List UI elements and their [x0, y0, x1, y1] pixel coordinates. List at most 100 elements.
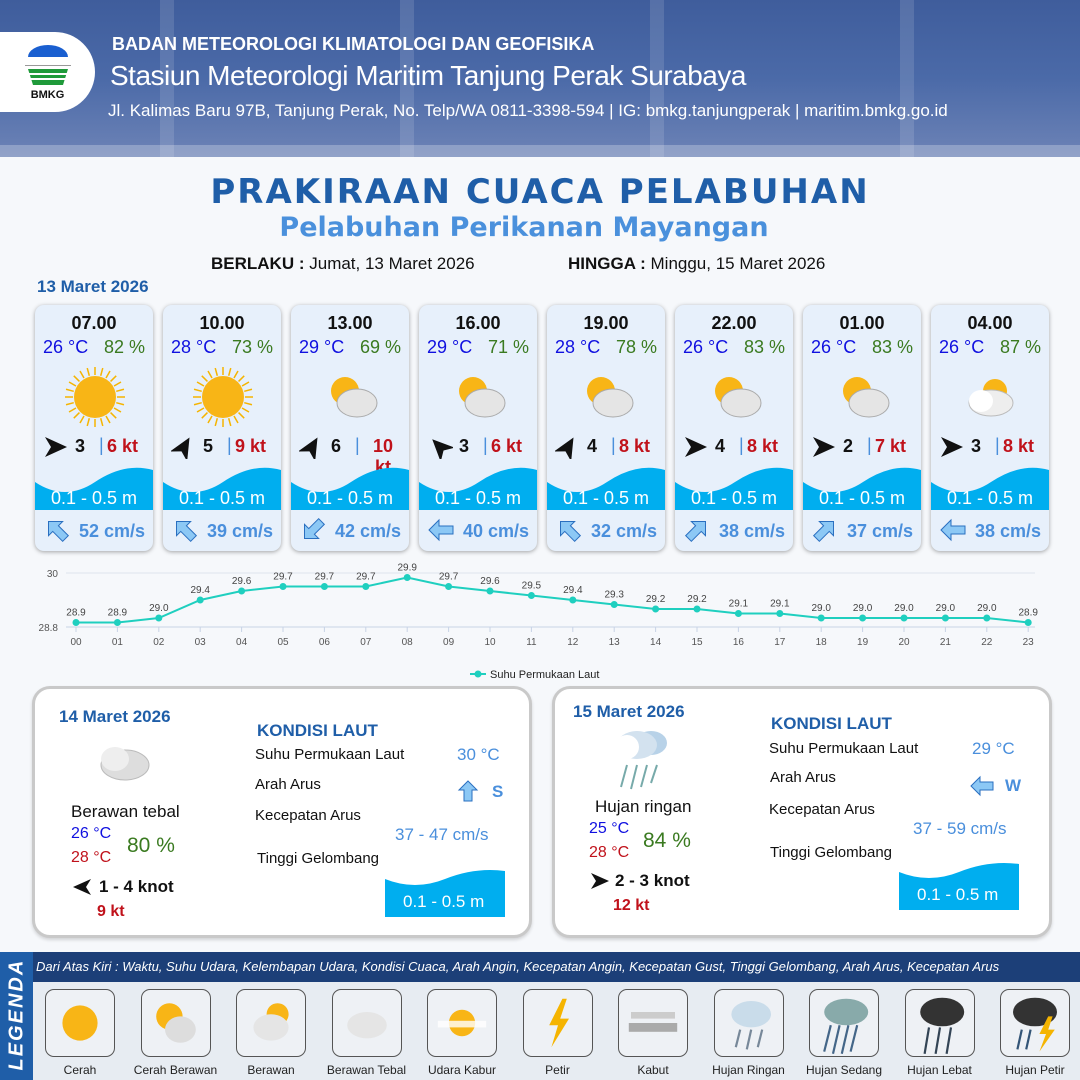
- wind-direction-icon: [813, 437, 835, 457]
- current-info: 38 cm/s: [681, 517, 787, 543]
- current-speed: 37 cm/s: [847, 521, 914, 541]
- valid-to-label: HINGGA :: [568, 254, 646, 273]
- current-arrow-icon: [970, 775, 994, 797]
- air-temp: 29 °C: [427, 337, 473, 357]
- sst-value: 30 °C: [457, 745, 500, 764]
- current-direction-icon: [304, 517, 326, 539]
- data-label: 28.9: [108, 608, 128, 619]
- legend-label: Udara Kabur: [427, 1063, 497, 1077]
- legend-label: Berawan Tebal: [326, 1063, 407, 1077]
- legend-marker: [474, 670, 482, 678]
- wind-direction-icon: [432, 439, 453, 459]
- sst-label: Suhu Permukaan Laut: [255, 746, 405, 763]
- wave-height: 0.1 - 0.5 m: [403, 892, 485, 911]
- wind-speed: 1 - 4 knot: [99, 877, 174, 896]
- legend-side: LEGENDA: [0, 952, 33, 1080]
- x-tick-label: 09: [443, 637, 455, 648]
- x-tick-label: 12: [567, 637, 579, 648]
- divider: |: [611, 435, 616, 455]
- wind-gust: 7 kt: [875, 436, 907, 456]
- air-temp: 26 °C: [939, 337, 985, 357]
- divider: |: [995, 435, 1000, 455]
- forecast-time: 19.00: [583, 313, 629, 333]
- x-tick-label: 17: [774, 637, 786, 648]
- day1-date: 13 Maret 2026: [37, 277, 149, 296]
- legend-label: Hujan Sedang: [805, 1063, 883, 1077]
- legend-title: LEGENDA: [5, 958, 28, 1071]
- x-tick-label: 18: [816, 637, 828, 648]
- x-tick-label: 06: [319, 637, 331, 648]
- data-point: [610, 601, 618, 608]
- wind-gust: 6 kt: [491, 436, 523, 456]
- weather-icon: [331, 377, 378, 418]
- wind-speed: 2 - 3 knot: [615, 871, 690, 890]
- wave-icon: [163, 467, 281, 510]
- legend-caption: Dari Atas Kiri : Waktu, Suhu Udara, Kele…: [36, 959, 1000, 974]
- data-point: [859, 614, 867, 622]
- humidity: 83 %: [871, 337, 913, 357]
- station-contact: Jl. Kalimas Baru 97B, Tanjung Perak, No.…: [108, 101, 948, 120]
- data-point: [279, 583, 287, 590]
- x-tick-label: 00: [70, 637, 82, 648]
- x-tick-label: 02: [153, 637, 165, 648]
- data-point: [486, 587, 494, 595]
- wind-speed: 5: [203, 436, 214, 456]
- wave-icon: [803, 467, 921, 510]
- wind-gust: 9 kt: [97, 903, 125, 920]
- wave-height: 0.1 - 0.5 m: [178, 488, 266, 508]
- legend-icon-berawan: [236, 989, 306, 1057]
- weather-condition: Berawan tebal: [71, 802, 180, 821]
- forecast-time: 07.00: [71, 313, 117, 333]
- wind-speed: 4: [587, 436, 598, 456]
- legend-label: Kabut: [637, 1063, 669, 1077]
- divider: |: [867, 435, 872, 455]
- x-tick-label: 07: [360, 637, 372, 648]
- wave-icon: [931, 467, 1049, 510]
- humidity: 84 %: [643, 829, 691, 852]
- valid-to: HINGGA : Minggu, 15 Maret 2026: [568, 254, 825, 274]
- data-label: 29.1: [729, 599, 749, 610]
- x-tick-label: 23: [1023, 637, 1035, 648]
- wind-speed: 3: [971, 436, 982, 456]
- humidity: 80 %: [127, 834, 175, 857]
- day-date: 14 Maret 2026: [59, 707, 171, 726]
- weather-icon: [587, 377, 634, 418]
- x-tick-label: 13: [609, 637, 621, 648]
- light-rain-icon: [615, 731, 667, 790]
- weather-icon: [968, 379, 1014, 417]
- current-speed-label: Kecepatan Arus: [255, 807, 361, 824]
- data-point: [776, 610, 784, 617]
- sst-label: Suhu Permukaan Laut: [769, 740, 919, 757]
- forecast-time: 01.00: [839, 313, 885, 333]
- current-info: 39 cm/s: [169, 517, 275, 543]
- legend: LEGENDA Dari Atas Kiri : Waktu, Suhu Uda…: [0, 952, 1080, 1080]
- forecast-card: 13.00 29 °C 69 % 6 | 10 kt 0.1 - 0.5 m 4…: [291, 305, 409, 551]
- weather-condition: Hujan ringan: [595, 797, 692, 816]
- wave-icon: [675, 467, 793, 510]
- forecast-card: 10.00 28 °C 73 % 5 | 9 kt 0.1 - 0.5 m 39…: [163, 305, 281, 551]
- current-direction-icon: [812, 521, 834, 543]
- station-name: Stasiun Meteorologi Maritim Tanjung Pera…: [110, 60, 746, 91]
- current-dir-label: Arah Arus: [770, 769, 836, 786]
- wind-direction-icon: [941, 437, 963, 457]
- divider: |: [739, 435, 744, 455]
- sst-line: [76, 576, 1029, 624]
- current-info: 38 cm/s: [937, 517, 1043, 543]
- legend-label: Berawan: [247, 1063, 295, 1077]
- current-info: 37 cm/s: [809, 517, 915, 543]
- current-info: 32 cm/s: [553, 517, 659, 543]
- wave-icon: [385, 870, 505, 917]
- humidity: 73 %: [231, 337, 273, 357]
- data-point: [72, 619, 80, 626]
- wave-icon: [547, 467, 665, 510]
- divider: |: [483, 435, 488, 455]
- x-tick-label: 03: [195, 637, 207, 648]
- valid-from-label: BERLAKU :: [211, 254, 305, 273]
- data-label: 29.7: [356, 572, 376, 583]
- data-label: 29.0: [894, 603, 914, 614]
- wave-height: 0.1 - 0.5 m: [434, 488, 522, 508]
- current-speed: 37 - 47 cm/s: [395, 825, 489, 844]
- day-panel-15: 15 Maret 2026 Hujan ringan 25 °C 28 °C 8…: [552, 686, 1052, 938]
- data-point: [817, 614, 825, 622]
- current-info: 42 cm/s: [297, 517, 403, 543]
